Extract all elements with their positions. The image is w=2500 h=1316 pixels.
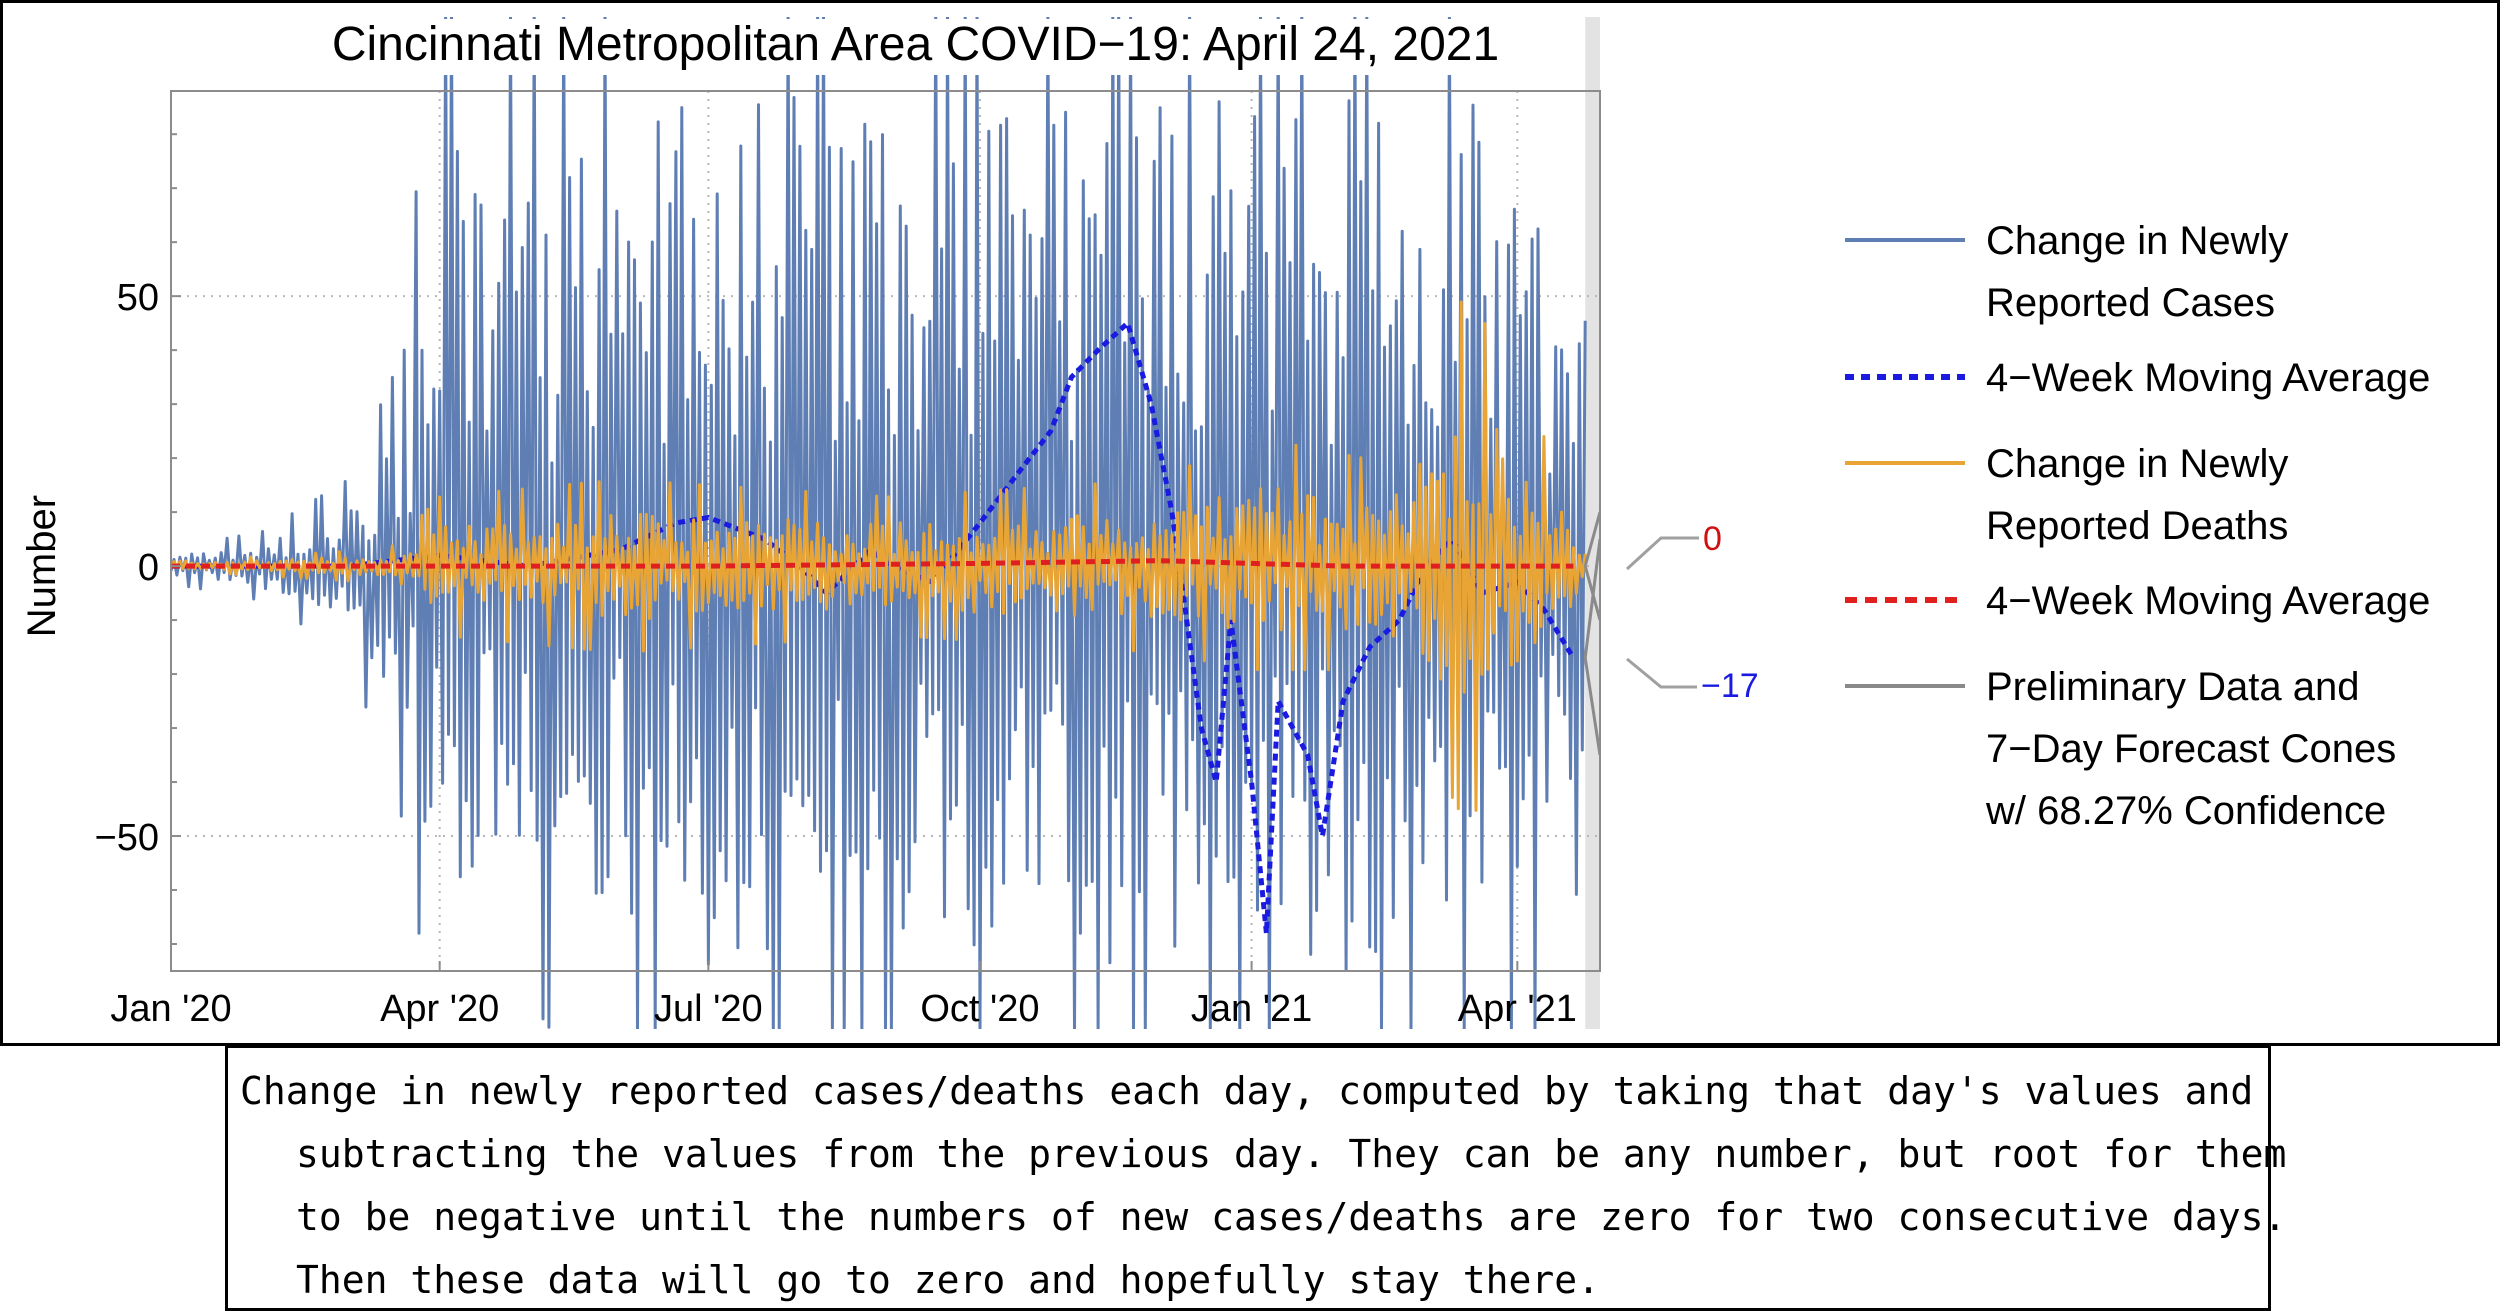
end-label-leader bbox=[1626, 657, 1697, 689]
x-tick-label: Jan '21 bbox=[1191, 988, 1312, 1030]
legend-label: Reported Deaths bbox=[1986, 504, 2288, 548]
legend-label: Reported Cases bbox=[1986, 281, 2275, 325]
end-label-leader bbox=[1625, 536, 1699, 571]
legend-item: Change in Newly Reported Deaths bbox=[1845, 442, 2288, 548]
legend-label: 4−Week Moving Average bbox=[1986, 356, 2430, 400]
chart-title: Cincinnati Metropolitan Area COVID−19: A… bbox=[332, 18, 1499, 71]
legend-label: Preliminary Data and bbox=[1986, 665, 2360, 709]
legend-item: Preliminary Data and 7−Day Forecast Cones… bbox=[1845, 665, 2396, 833]
legend-item: 4−Week Moving Average bbox=[1845, 356, 2430, 400]
x-tick-label: Apr '21 bbox=[1458, 988, 1577, 1030]
legend-label: Change in Newly bbox=[1986, 442, 2288, 486]
legend-label: w/ 68.27% Confidence bbox=[1985, 789, 2386, 833]
y-tick-label: −50 bbox=[95, 817, 159, 859]
legend-item: 4−Week Moving Average bbox=[1845, 579, 2430, 623]
preliminary-region bbox=[1585, 17, 1600, 1029]
title-background bbox=[239, 19, 1519, 75]
plot-frame bbox=[170, 90, 1601, 972]
chart-svg: −50 0 50 Jan '20 Apr '20 Jul '20 Oct '20 Jan '2… bbox=[20, 17, 2430, 1030]
y-axis-label: Number bbox=[20, 495, 64, 637]
x-tick-label: Apr '20 bbox=[380, 988, 499, 1030]
y-tick-label: 0 bbox=[138, 547, 159, 589]
legend-label: Change in Newly bbox=[1986, 219, 2288, 263]
x-tick-label: Oct '20 bbox=[920, 988, 1039, 1030]
series-deaths-line bbox=[171, 300, 1587, 812]
y-tick-label: 50 bbox=[117, 277, 159, 319]
x-tick-label: Jul '20 bbox=[654, 988, 763, 1030]
forecast-cone-lower bbox=[1583, 657, 1600, 756]
end-label: 0 bbox=[1703, 520, 1722, 558]
legend-item: Change in Newly Reported Cases bbox=[1845, 219, 2288, 325]
forecast-cone-upper bbox=[1583, 511, 1600, 567]
x-tick-label: Jan '20 bbox=[110, 988, 231, 1030]
chart-panel: −50 0 50 Jan '20 Apr '20 Jul '20 Oct '20 Jan '2… bbox=[0, 0, 2500, 1046]
legend-label: 7−Day Forecast Cones bbox=[1986, 727, 2396, 771]
forecast-cone-upper bbox=[1583, 538, 1600, 659]
caption-text: Change in newly reported cases/deaths ea… bbox=[240, 1069, 2287, 1302]
series-cases-moving-average bbox=[171, 318, 1576, 934]
legend-label: 4−Week Moving Average bbox=[1986, 579, 2430, 623]
end-label: −17 bbox=[1701, 667, 1759, 705]
caption-box: Change in newly reported cases/deaths ea… bbox=[225, 1045, 2286, 1311]
plot-area bbox=[171, 17, 1600, 1029]
